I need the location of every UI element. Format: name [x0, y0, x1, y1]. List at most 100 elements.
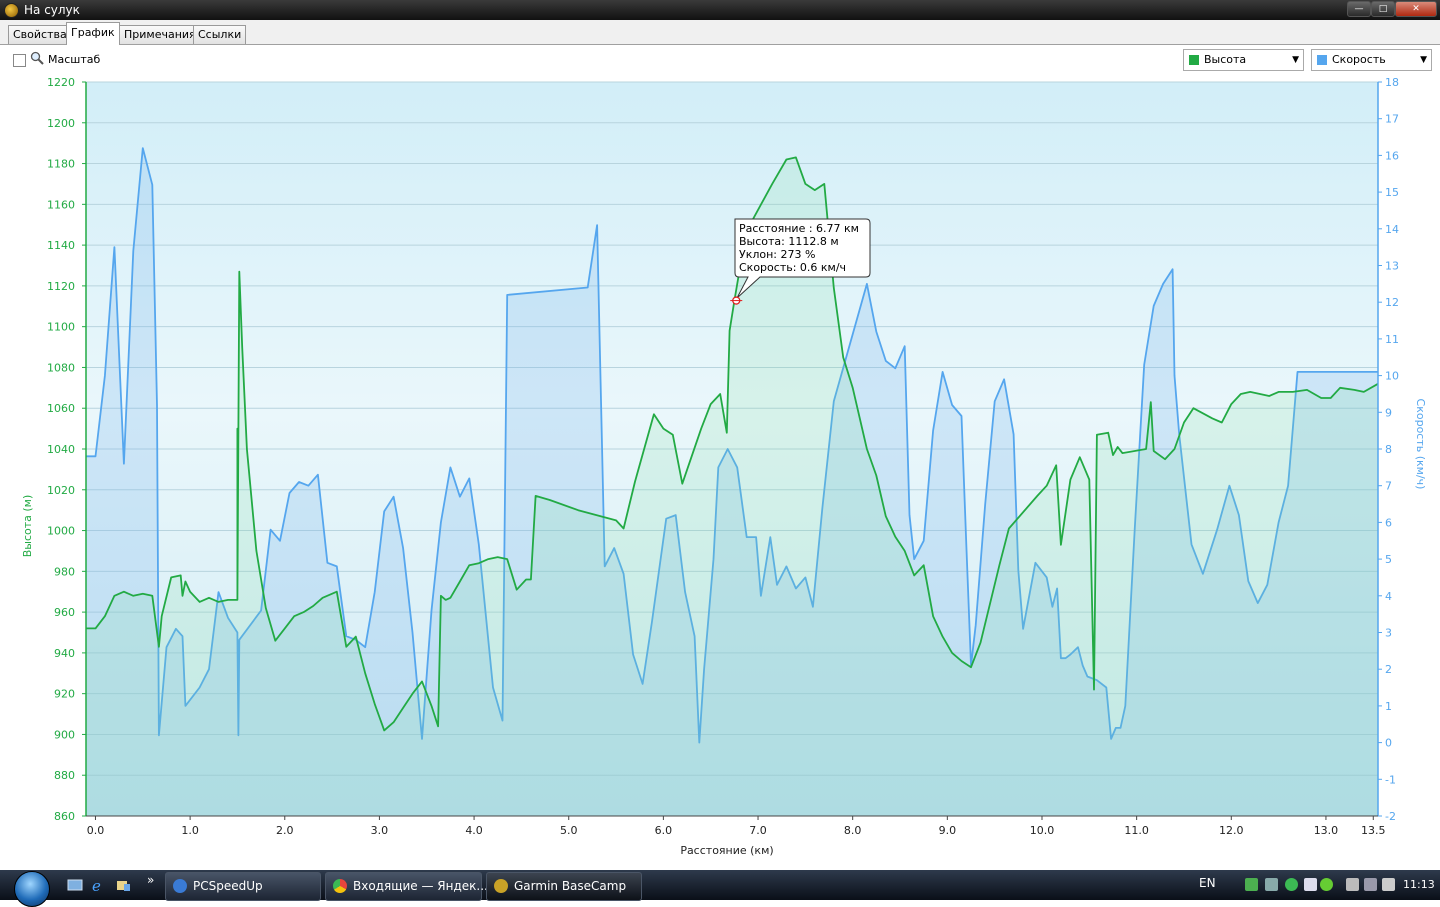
right-tick-label: 11: [1385, 333, 1399, 346]
elevation-swatch: [1189, 55, 1199, 65]
basecamp-icon: [494, 879, 508, 893]
tooltip-box: [734, 218, 871, 299]
magnifier-icon: [30, 51, 44, 65]
tray-check-icon[interactable]: [1245, 878, 1258, 891]
speed-select-label: Скорость: [1332, 53, 1386, 66]
x-axis-label: Расстояние (км): [680, 844, 773, 857]
elevation-series: [86, 156, 1379, 816]
tab-notes[interactable]: Примечания: [119, 25, 201, 44]
speed-area: [86, 148, 1378, 817]
start-button[interactable]: [14, 871, 50, 907]
right-tick-label: 7: [1385, 480, 1392, 493]
left-tick-label: 1140: [47, 239, 75, 252]
tray-battery-icon[interactable]: [1346, 878, 1359, 891]
task-pcspeedup[interactable]: PCSpeedUp: [165, 872, 321, 901]
tray-network-icon[interactable]: [1364, 878, 1377, 891]
left-tick-label: 980: [54, 565, 75, 578]
right-tick-label: 14: [1385, 223, 1399, 236]
x-tick-label: 6.0: [655, 824, 673, 837]
elevation-speed-chart[interactable]: 8608809009209409609801000102010401060108…: [0, 76, 1440, 870]
graph-toolbar: Масштаб Высота ▼ Скорость ▼: [0, 45, 1440, 76]
taskbar: e » PCSpeedUp Входящие — Яндек... Garmin…: [0, 870, 1440, 907]
x-tick-label: 12.0: [1219, 824, 1244, 837]
minimize-button[interactable]: —: [1347, 1, 1371, 17]
speed-series: [86, 147, 1378, 817]
elevation-line: [86, 156, 1379, 732]
tab-graph[interactable]: График: [66, 22, 120, 45]
pcspeedup-icon: [173, 879, 187, 893]
left-axis-ticks: 860 880 900 920 940 960 980 1000 1020 1040 1060 108…: [47, 76, 86, 823]
show-desktop-icon[interactable]: [67, 877, 83, 893]
internet-explorer-icon[interactable]: e: [91, 877, 107, 893]
tray-volume-icon[interactable]: [1382, 878, 1395, 891]
x-tick-label: 4.0: [465, 824, 483, 837]
tooltip-speed: Скорость: 0.6 км/ч: [739, 261, 846, 274]
right-tick-label: 18: [1385, 76, 1399, 89]
left-tick-label: 1080: [47, 361, 75, 374]
tooltip-grade: Уклон: 273 %: [739, 248, 815, 261]
left-tick-label: 1040: [47, 443, 75, 456]
right-tick-label: 6: [1385, 516, 1392, 529]
task-label: Garmin BaseCamp: [514, 879, 627, 893]
maximize-button[interactable]: □: [1371, 1, 1395, 17]
tab-bar: Свойства График Примечания Ссылки: [0, 20, 1440, 45]
elevation-select-label: Высота: [1204, 53, 1247, 66]
left-axis-label: Высота (м): [21, 495, 34, 558]
x-tick-label: 3.0: [371, 824, 389, 837]
right-tick-label: 12: [1385, 296, 1399, 309]
task-garmin-basecamp[interactable]: Garmin BaseCamp: [486, 872, 642, 901]
close-button[interactable]: ✕: [1395, 1, 1437, 17]
tray-monitor-icon[interactable]: [1265, 878, 1278, 891]
speed-line: [86, 147, 1378, 744]
window-title: На сулук: [24, 3, 80, 17]
quick-launch-more[interactable]: »: [147, 873, 155, 887]
task-yandex-mail[interactable]: Входящие — Яндек...: [325, 872, 488, 901]
tray-shield-icon[interactable]: [1285, 878, 1298, 891]
right-tick-label: 8: [1385, 443, 1392, 456]
x-axis-ticks: 0.0 1.0 2.0 3.0 4.0 5.0 6.0 7.0 8.0 9.0 10.0 11.0 12…: [87, 816, 1386, 837]
right-tick-label: 17: [1385, 113, 1399, 126]
left-tick-label: 1200: [47, 117, 75, 130]
left-tick-label: 1100: [47, 321, 75, 334]
task-label: Входящие — Яндек...: [353, 879, 488, 893]
right-tick-label: 5: [1385, 553, 1392, 566]
right-tick-label: 1: [1385, 700, 1392, 713]
right-tick-label: -2: [1385, 810, 1396, 823]
left-tick-label: 1220: [47, 76, 75, 89]
basecamp-app-icon: [4, 3, 19, 18]
right-tick-label: 13: [1385, 260, 1399, 273]
right-axis-label: Скорость (км/ч): [1414, 399, 1427, 490]
speed-swatch: [1317, 55, 1327, 65]
left-tick-label: 1020: [47, 484, 75, 497]
scale-checkbox[interactable]: [13, 54, 26, 67]
chevron-down-icon: ▼: [1420, 55, 1427, 65]
right-tick-label: 15: [1385, 186, 1399, 199]
tray-puzzle-icon[interactable]: [1304, 878, 1317, 891]
cursor-marker-icon: [730, 296, 743, 305]
right-tick-label: -1: [1385, 773, 1396, 786]
tray-update-icon[interactable]: [1320, 878, 1333, 891]
chevron-down-icon: ▼: [1292, 55, 1299, 65]
x-tick-label: 13.0: [1314, 824, 1339, 837]
tab-links[interactable]: Ссылки: [193, 25, 247, 44]
left-tick-label: 1000: [47, 525, 75, 538]
right-tick-label: 16: [1385, 149, 1399, 162]
left-tick-label: 940: [54, 647, 75, 660]
right-tick-label: 0: [1385, 737, 1392, 750]
data-tooltip: Расстояние : 6.77 км Высота: 1112.8 м Ук…: [734, 218, 871, 299]
tooltip-distance: Расстояние : 6.77 км: [739, 222, 859, 235]
svg-text:e: e: [92, 877, 101, 893]
elevation-series-select[interactable]: Высота ▼: [1183, 49, 1304, 71]
network-icon[interactable]: [115, 877, 131, 893]
right-tick-label: 2: [1385, 663, 1392, 676]
title-bar: На сулук — □ ✕: [0, 0, 1440, 20]
x-tick-label: 13.5: [1361, 824, 1386, 837]
tab-properties[interactable]: Свойства: [8, 25, 72, 44]
scale-label: Масштаб: [48, 53, 101, 66]
language-indicator[interactable]: EN: [1199, 876, 1216, 890]
speed-series-select[interactable]: Скорость ▼: [1311, 49, 1432, 71]
tooltip-elevation: Высота: 1112.8 м: [739, 235, 839, 248]
x-tick-label: 2.0: [276, 824, 294, 837]
x-tick-label: 1.0: [181, 824, 199, 837]
left-tick-label: 900: [54, 728, 75, 741]
